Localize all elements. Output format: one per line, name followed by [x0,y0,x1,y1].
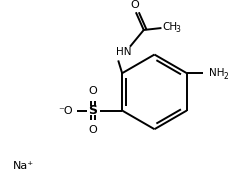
Text: ⁻O: ⁻O [58,105,72,115]
Text: CH: CH [163,22,178,32]
Text: NH: NH [208,68,224,78]
Text: S: S [88,104,97,117]
Text: 3: 3 [176,26,180,35]
Text: Na⁺: Na⁺ [13,160,34,171]
Text: O: O [88,86,97,96]
Text: HN: HN [116,47,132,57]
Text: O: O [130,0,139,10]
Text: 2: 2 [224,72,228,81]
Text: O: O [88,125,97,135]
